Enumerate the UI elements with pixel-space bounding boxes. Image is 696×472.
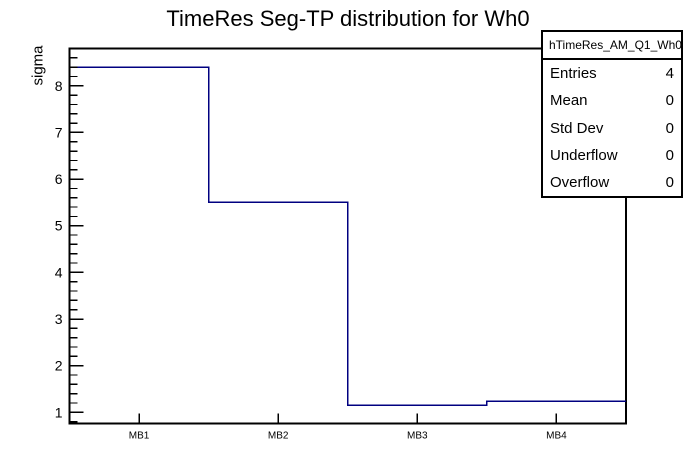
histogram-step-line (69, 66, 626, 407)
y-tick-label: 2 (55, 358, 63, 374)
stat-label: Underflow (550, 146, 618, 164)
y-tick-label: 5 (55, 218, 63, 234)
stat-label: Std Dev (550, 119, 604, 137)
x-tick-label: MB3 (407, 431, 428, 442)
stat-value: 0 (665, 173, 674, 191)
stats-row-stddev: Std Dev 0 (543, 114, 681, 141)
stat-label: Mean (550, 92, 588, 110)
y-tick-label: 4 (55, 264, 63, 280)
x-tick-label: MB1 (129, 431, 150, 442)
plot-title: TimeRes Seg-TP distribution for Wh0 (166, 6, 530, 31)
stats-row-mean: Mean 0 (543, 87, 681, 114)
stat-value: 0 (665, 146, 674, 164)
y-axis-title: sigma (29, 45, 47, 86)
y-tick-label: 8 (55, 78, 63, 94)
x-tick-label: MB2 (268, 431, 289, 442)
y-tick-label: 1 (55, 404, 63, 420)
stats-box-title: hTimeRes_AM_Q1_Wh0 (543, 32, 682, 60)
stats-box: hTimeRes_AM_Q1_Wh0 Entries 4 Mean 0 Std … (541, 30, 683, 198)
stat-value: 0 (665, 92, 674, 110)
stat-value: 0 (665, 119, 674, 137)
stats-row-underflow: Underflow 0 (543, 142, 681, 169)
y-tick-label: 6 (55, 171, 63, 187)
y-tick-label: 3 (55, 311, 63, 327)
stat-value: 4 (665, 65, 674, 83)
x-tick-label: MB4 (546, 431, 567, 442)
stat-label: Overflow (550, 173, 610, 191)
stats-row-overflow: Overflow 0 (543, 169, 681, 196)
stats-row-entries: Entries 4 (543, 60, 681, 87)
plot-frame (68, 47, 627, 425)
y-tick-label: 7 (55, 124, 63, 140)
stat-label: Entries (550, 65, 597, 83)
